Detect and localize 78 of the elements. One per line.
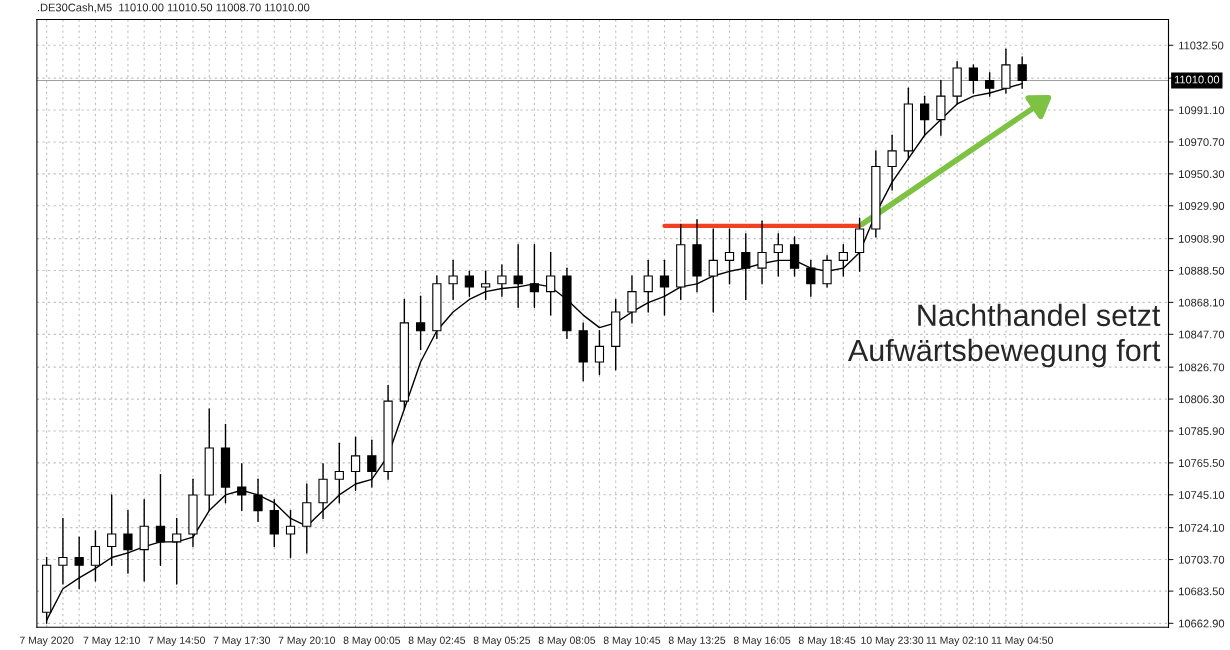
candlestick <box>269 498 279 548</box>
y-tick-label: 10868.10 <box>1179 298 1225 307</box>
candlestick <box>773 233 783 277</box>
candlestick <box>854 217 865 272</box>
candlestick <box>253 478 263 523</box>
candlestick <box>806 259 816 298</box>
candlestick <box>838 244 848 277</box>
candlestick <box>513 244 523 308</box>
candlestick <box>318 462 328 520</box>
y-tick-label: 10806.30 <box>1179 395 1225 404</box>
candlestick <box>643 259 653 313</box>
y-tick-label: 10703.70 <box>1179 555 1225 564</box>
candlestick <box>237 462 247 512</box>
chart-title: .DE30Cash,M5 11010.00 11010.50 11008.70 11010.00 <box>37 3 310 13</box>
y-tick-label: 10826.70 <box>1179 363 1225 372</box>
x-tick-label: 11 May 02:10 <box>926 636 988 646</box>
candlestick <box>481 270 491 301</box>
x-tick-label: 11 May 04:50 <box>991 636 1053 646</box>
candlestick <box>659 259 670 316</box>
y-tick-label: 10724.10 <box>1179 523 1225 532</box>
ref-line-label: 11010.00 <box>1174 75 1220 84</box>
candlestick <box>741 233 751 301</box>
candlestick <box>107 494 117 567</box>
y-tick-label: 10950.30 <box>1179 170 1225 178</box>
candlestick <box>529 244 540 308</box>
x-tick-label: 7 May 2020 <box>19 636 74 646</box>
y-tick-label: 10929.90 <box>1179 202 1225 210</box>
candlestick <box>139 498 149 582</box>
annotation: Nachthandel setzt Aufwärtsbewegung fort <box>847 303 1161 368</box>
candlestick <box>367 439 377 488</box>
candlestick <box>302 483 312 554</box>
y-tick-label: 10847.70 <box>1179 330 1225 339</box>
candlestick <box>123 509 133 574</box>
x-tick-label: 7 May 12:10 <box>83 636 140 646</box>
candlestick <box>757 220 767 285</box>
x-tick-label: 8 May 10:45 <box>603 636 661 646</box>
candlestick <box>887 134 897 191</box>
y-tick-label: 10970.70 <box>1179 138 1225 147</box>
y-tick-label: 10745.10 <box>1179 491 1225 499</box>
y-tick-label: 10908.90 <box>1179 234 1225 243</box>
x-tick-label: 10 May 23:30 <box>861 636 924 646</box>
candlestick <box>90 530 101 582</box>
candlestick <box>415 295 426 351</box>
candlestick <box>546 251 556 316</box>
candlestick <box>172 517 182 585</box>
candlestick <box>155 473 166 567</box>
x-tick-label: 8 May 00:05 <box>343 636 401 646</box>
x-tick-label: 7 May 17:30 <box>213 636 271 646</box>
candlestick <box>448 259 458 301</box>
candlestick <box>708 228 718 313</box>
candlestick <box>627 275 637 324</box>
y-tick-label: 10765.50 <box>1179 459 1225 468</box>
y-tick-label: 11032.50 <box>1179 41 1224 50</box>
x-tick-label: 7 May 14:50 <box>148 636 205 646</box>
candlestick <box>594 330 605 376</box>
y-tick-label: 10785.90 <box>1179 427 1225 436</box>
candlestick <box>920 95 930 136</box>
x-tick-label: 8 May 05:25 <box>473 636 531 646</box>
candlestick <box>822 254 832 288</box>
y-tick-label: 10683.50 <box>1179 587 1225 596</box>
y-tick-label: 10662.90 <box>1179 619 1225 628</box>
y-tick-label: 10888.50 <box>1179 266 1225 275</box>
x-tick-label: 8 May 18:45 <box>798 636 856 646</box>
x-tick-label: 8 May 08:05 <box>538 636 596 646</box>
candlestick <box>58 517 68 585</box>
candlestick <box>350 436 361 491</box>
candlestick <box>497 264 507 298</box>
x-tick-label: 7 May 20:10 <box>278 636 336 646</box>
x-tick-label: 8 May 13:25 <box>668 636 726 646</box>
candlestick <box>74 536 84 590</box>
x-tick-label: 8 May 02:45 <box>408 636 466 646</box>
candlestick <box>724 228 735 285</box>
y-tick-label: 10991.10 <box>1179 106 1225 115</box>
candlestick <box>464 270 474 298</box>
candlestick <box>789 236 800 277</box>
x-tick-label: 8 May 16:05 <box>733 636 791 646</box>
candlestick <box>334 442 344 504</box>
candlestick <box>285 509 296 559</box>
